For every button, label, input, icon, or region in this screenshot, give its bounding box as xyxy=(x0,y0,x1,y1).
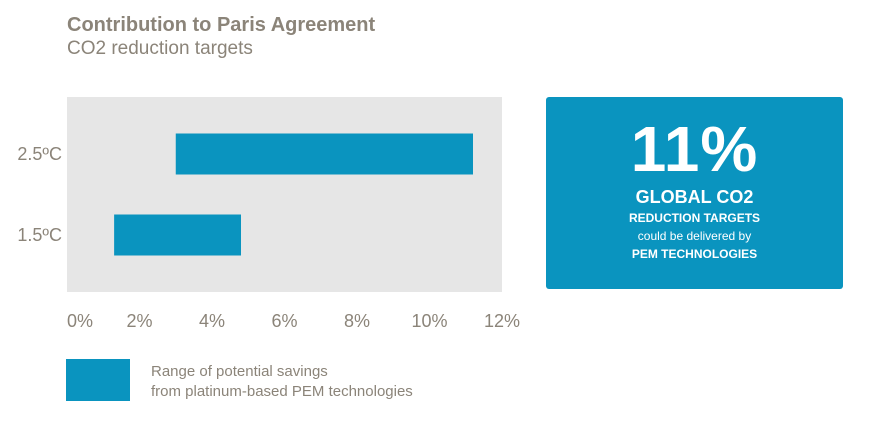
callout-line-4: PEM TECHNOLOGIES xyxy=(631,247,758,261)
legend-swatch xyxy=(66,359,130,401)
bar-1 xyxy=(114,214,241,256)
x-tick-label-0: 0% xyxy=(67,311,93,331)
plot-area xyxy=(67,97,502,292)
callout-value: 11% xyxy=(630,113,759,185)
bar-0 xyxy=(175,133,473,175)
x-tick-label-1: 2% xyxy=(126,311,152,331)
chart-subtitle: CO2 reduction targets xyxy=(67,38,253,59)
legend-line-1: Range of potential savings xyxy=(151,363,328,380)
chart-title: Contribution to Paris Agreement xyxy=(67,14,376,36)
x-tick-label-2: 4% xyxy=(199,311,225,331)
legend-label: Range of potential savings from platinum… xyxy=(151,362,413,402)
legend-line-2: from platinum-based PEM technologies xyxy=(151,383,413,400)
x-tick-label-5: 10% xyxy=(411,311,447,331)
x-tick-label-3: 6% xyxy=(271,311,297,331)
callout-line-2: REDUCTION TARGETS xyxy=(628,211,761,225)
callout-line-1: GLOBAL CO2 xyxy=(635,187,754,207)
category-label-0: 2.5ºC xyxy=(17,144,62,164)
x-tick-label-6: 12% xyxy=(484,311,520,331)
category-label-1: 1.5ºC xyxy=(17,225,62,245)
callout-line-3: could be delivered by xyxy=(637,229,752,243)
callout-box: 11% GLOBAL CO2 REDUCTION TARGETS could b… xyxy=(546,97,843,289)
x-tick-label-4: 8% xyxy=(344,311,370,331)
